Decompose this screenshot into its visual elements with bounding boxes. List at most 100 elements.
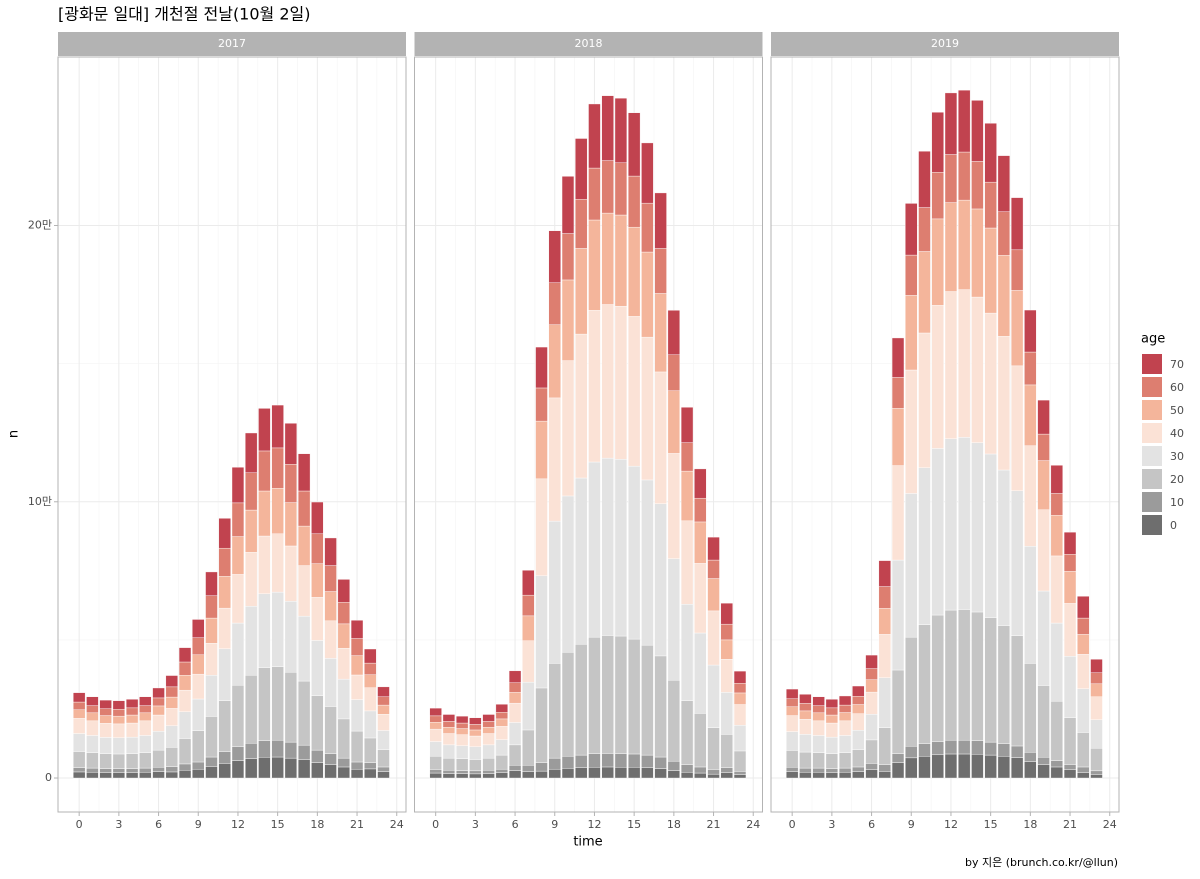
legend-title: age: [1141, 332, 1165, 347]
bar-segment: [825, 707, 839, 716]
bar-segment: [799, 703, 812, 712]
bar-segment: [231, 536, 245, 575]
bar-segment: [99, 723, 112, 738]
strip-label: 2018: [575, 37, 603, 50]
bar-segment: [720, 602, 733, 625]
bar-segment: [350, 638, 364, 656]
bar-segment: [178, 675, 192, 691]
bar-segment: [311, 762, 324, 779]
bar-segment: [284, 741, 298, 759]
bar-segment: [1063, 764, 1077, 770]
bar-segment: [1037, 433, 1050, 461]
bar-segment: [865, 654, 878, 669]
bar-segment: [575, 477, 588, 645]
bar-segment: [733, 692, 747, 705]
bar-segment: [73, 751, 86, 768]
bar-segment: [575, 754, 588, 768]
bar-segment: [245, 552, 258, 607]
bar-segment: [1050, 465, 1063, 494]
bar-segment: [865, 714, 878, 741]
bar-segment: [535, 387, 548, 422]
bar-segment: [231, 760, 245, 779]
bar-segment: [99, 772, 112, 779]
bar-segment: [377, 766, 390, 772]
bar-segment: [311, 563, 324, 598]
bar-segment: [601, 635, 614, 754]
bar-segment: [786, 750, 799, 768]
bar-segment: [905, 254, 918, 296]
bar-segment: [192, 654, 205, 675]
bar-segment: [86, 705, 99, 714]
bar-segment: [522, 594, 535, 617]
bar-segment: [205, 643, 218, 676]
bar-segment: [218, 751, 231, 764]
bar-segment: [271, 591, 284, 667]
bar-segment: [958, 89, 971, 153]
bar-segment: [614, 459, 628, 637]
bar-segment: [944, 92, 958, 155]
bar-segment: [1063, 554, 1077, 572]
bar-segment: [324, 753, 337, 765]
x-tick-label: 0: [432, 818, 439, 831]
x-tick-label: 9: [908, 818, 915, 831]
bar-segment: [627, 112, 641, 177]
bar-segment: [205, 617, 218, 644]
bar-segment: [192, 761, 205, 770]
bar-segment: [377, 714, 390, 731]
bar-segment: [838, 752, 852, 769]
bar-segment: [311, 695, 324, 751]
bar-segment: [125, 753, 139, 769]
y-tick-label: 20만: [28, 219, 52, 232]
bar-segment: [482, 726, 495, 734]
bar-segment: [654, 293, 667, 373]
bar-segment: [1063, 717, 1077, 765]
bar-segment: [958, 437, 971, 610]
bar-segment: [139, 752, 152, 769]
bar-segment: [627, 767, 641, 779]
bar-segment: [944, 202, 958, 292]
bar-segment: [601, 457, 614, 636]
bar-segment: [614, 214, 628, 307]
bar-segment: [680, 470, 694, 522]
bar-segment: [271, 739, 284, 758]
bar-segment: [324, 591, 337, 622]
bar-segment: [284, 502, 298, 547]
bar-segment: [1024, 351, 1037, 386]
bar-segment: [588, 636, 601, 754]
bar-segment: [139, 705, 152, 714]
bar-segment: [455, 715, 469, 724]
bar-segment: [535, 762, 548, 772]
bar-segment: [258, 740, 271, 758]
bar-segment: [812, 735, 825, 753]
bar-segment: [931, 171, 944, 220]
bar-segment: [812, 720, 825, 736]
bar-segment: [878, 727, 891, 765]
bar-segment: [1090, 696, 1103, 720]
bar-segment: [1050, 493, 1063, 516]
bar-segment: [535, 478, 548, 577]
bar-segment: [324, 658, 337, 707]
bar-segment: [878, 608, 891, 635]
bar-segment: [588, 461, 601, 638]
bar-segment: [482, 773, 495, 779]
bar-segment: [641, 479, 654, 646]
bar-segment: [852, 730, 865, 750]
bar-segment: [337, 766, 350, 779]
bar-segment: [258, 667, 271, 741]
bar-segment: [297, 453, 311, 492]
bar-segment: [245, 675, 258, 744]
bar-segment: [1063, 571, 1077, 604]
bar-segment: [799, 767, 812, 773]
bar-segment: [958, 289, 971, 438]
bar-segment: [429, 728, 442, 742]
bar-segment: [350, 730, 364, 763]
bar-segment: [561, 360, 575, 497]
bar-segment: [575, 333, 588, 479]
bar-segment: [311, 501, 324, 535]
bar-segment: [508, 722, 522, 746]
bar-segment: [1050, 760, 1063, 768]
bar-segment: [891, 669, 905, 754]
bar-segment: [297, 759, 311, 779]
x-tick-label: 3: [828, 818, 835, 831]
bar-segment: [125, 772, 139, 779]
